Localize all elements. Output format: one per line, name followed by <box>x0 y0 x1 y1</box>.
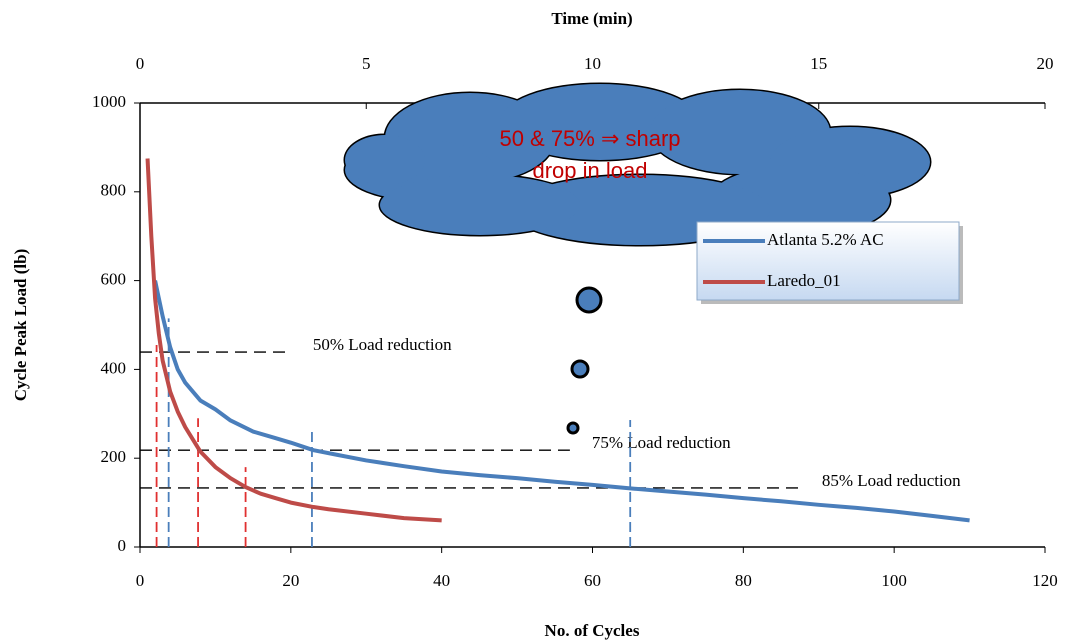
reference-label: 50% Load reduction <box>313 335 452 354</box>
x-tick-label: 80 <box>735 571 752 590</box>
x-tick-label: 60 <box>584 571 601 590</box>
legend-label: Laredo_01 <box>767 271 841 290</box>
chart: Time (min) No. of Cycles Cycle Peak Load… <box>0 0 1071 644</box>
x-tick-label: 0 <box>136 571 145 590</box>
y-tick-label: 0 <box>118 536 127 555</box>
y-tick-label: 600 <box>101 270 127 289</box>
legend-label: Atlanta 5.2% AC <box>767 230 884 249</box>
x2-tick-label: 20 <box>1037 54 1054 73</box>
x2-tick-label: 0 <box>136 54 145 73</box>
x2-axis-title: Time (min) <box>551 9 632 28</box>
x-tick-label: 20 <box>282 571 299 590</box>
callout-text: drop in load <box>533 158 648 183</box>
x-tick-label: 120 <box>1032 571 1058 590</box>
y-tick-label: 1000 <box>92 92 126 111</box>
y-tick-label: 200 <box>101 447 127 466</box>
y-axis-title: Cycle Peak Load (lb) <box>11 249 30 402</box>
reference-label: 75% Load reduction <box>592 433 731 452</box>
y-tick-label: 400 <box>101 358 127 377</box>
callout-text: 50 & 75% ⇒ sharp <box>499 126 680 151</box>
legend: Atlanta 5.2% AC Laredo_01 <box>697 222 963 304</box>
x-tick-label: 100 <box>881 571 907 590</box>
reference-label: 85% Load reduction <box>822 471 961 490</box>
x2-tick-label: 15 <box>810 54 827 73</box>
x-axis-title: No. of Cycles <box>545 621 640 640</box>
x-tick-label: 40 <box>433 571 450 590</box>
x2-tick-label: 5 <box>362 54 371 73</box>
y-tick-label: 800 <box>101 181 127 200</box>
x2-tick-label: 10 <box>584 54 601 73</box>
